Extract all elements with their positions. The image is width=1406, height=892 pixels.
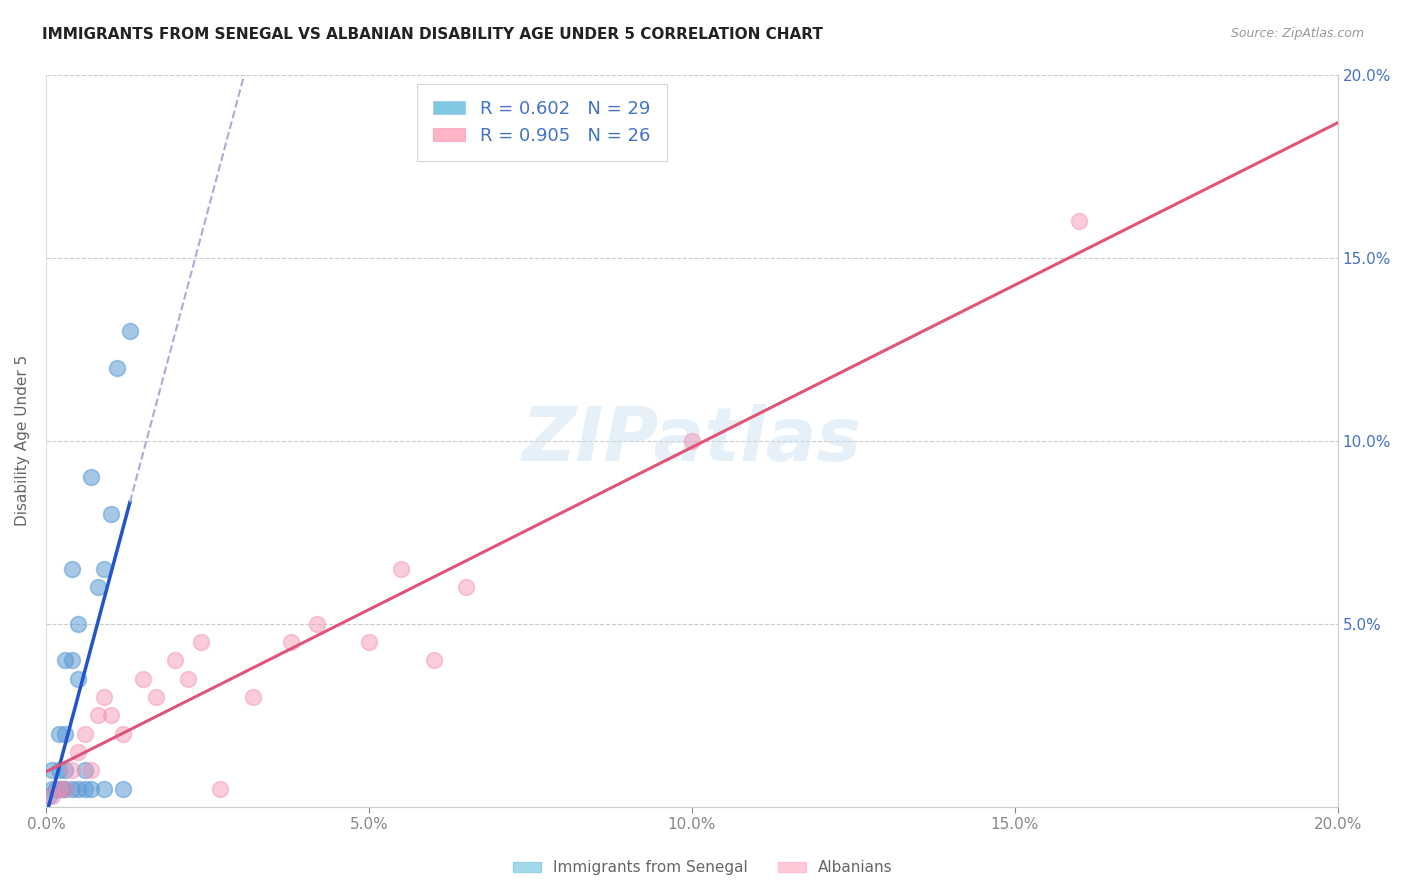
Point <box>53 653 76 667</box>
Point <box>454 580 477 594</box>
Point <box>357 635 380 649</box>
Point <box>93 562 115 576</box>
Point <box>60 653 83 667</box>
Point <box>242 690 264 705</box>
Point <box>73 781 96 796</box>
Point <box>45 781 67 796</box>
Y-axis label: Disability Age Under 5: Disability Age Under 5 <box>15 355 30 526</box>
Legend: R = 0.602   N = 29, R = 0.905   N = 26: R = 0.602 N = 29, R = 0.905 N = 26 <box>416 84 666 161</box>
Point <box>307 616 329 631</box>
Point <box>100 708 122 723</box>
Point <box>67 745 90 759</box>
Text: ZIPatlas: ZIPatlas <box>522 404 862 477</box>
Point <box>280 635 302 649</box>
Point <box>80 781 103 796</box>
Point <box>93 690 115 705</box>
Point <box>209 781 232 796</box>
Point <box>41 781 63 796</box>
Text: Source: ZipAtlas.com: Source: ZipAtlas.com <box>1230 27 1364 40</box>
Point <box>80 470 103 484</box>
Point <box>67 672 90 686</box>
Point <box>86 580 108 594</box>
Point <box>86 708 108 723</box>
Point <box>1069 214 1091 228</box>
Point <box>60 781 83 796</box>
Point <box>177 672 200 686</box>
Point <box>48 781 70 796</box>
Point <box>422 653 444 667</box>
Point <box>145 690 167 705</box>
Point <box>53 727 76 741</box>
Text: IMMIGRANTS FROM SENEGAL VS ALBANIAN DISABILITY AGE UNDER 5 CORRELATION CHART: IMMIGRANTS FROM SENEGAL VS ALBANIAN DISA… <box>42 27 823 42</box>
Point <box>80 764 103 778</box>
Point <box>53 781 76 796</box>
Point <box>190 635 212 649</box>
Legend: Immigrants from Senegal, Albanians: Immigrants from Senegal, Albanians <box>509 855 897 880</box>
Point <box>48 781 70 796</box>
Point <box>67 616 90 631</box>
Point <box>41 789 63 803</box>
Point <box>73 764 96 778</box>
Point <box>41 764 63 778</box>
Point <box>53 764 76 778</box>
Point <box>112 727 135 741</box>
Point <box>93 781 115 796</box>
Point <box>48 727 70 741</box>
Point <box>67 781 90 796</box>
Point <box>165 653 187 667</box>
Point <box>48 764 70 778</box>
Point <box>38 789 60 803</box>
Point <box>681 434 703 448</box>
Point <box>73 727 96 741</box>
Point <box>60 562 83 576</box>
Point <box>51 781 73 796</box>
Point <box>132 672 155 686</box>
Point <box>60 764 83 778</box>
Point <box>105 360 128 375</box>
Point <box>118 324 141 338</box>
Point <box>100 507 122 521</box>
Point <box>112 781 135 796</box>
Point <box>53 781 76 796</box>
Point <box>389 562 412 576</box>
